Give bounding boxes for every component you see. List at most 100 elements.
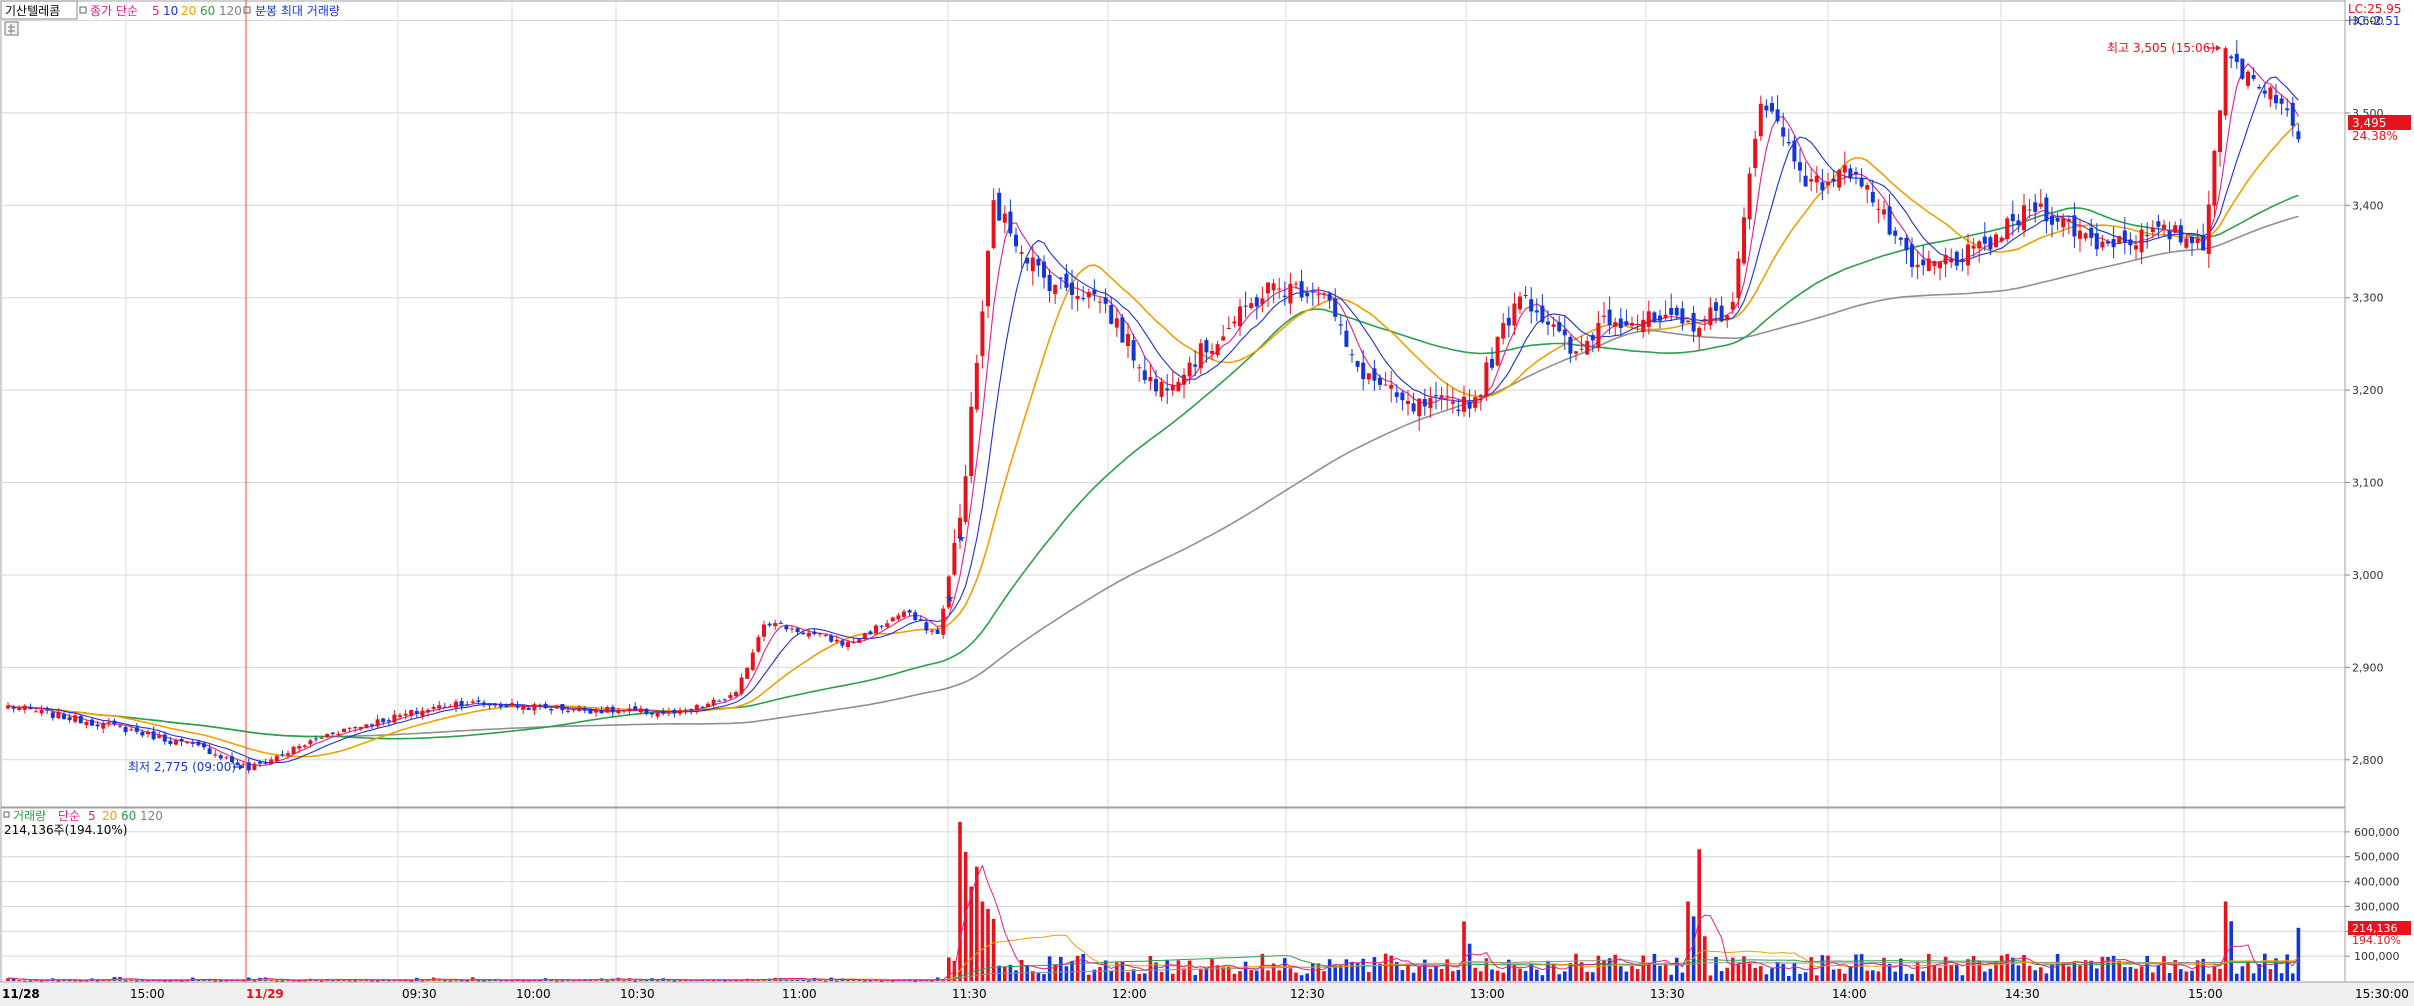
candle-body — [1372, 368, 1377, 381]
candle-body — [258, 762, 262, 764]
volume-bar — [1988, 968, 1993, 981]
volume-bar — [2100, 956, 2105, 981]
candle-body — [1501, 323, 1506, 339]
candle-body — [650, 712, 654, 715]
candle-body — [834, 639, 839, 642]
volume-bar — [1535, 969, 1539, 981]
candle-body — [230, 756, 234, 762]
candle-body — [280, 754, 285, 756]
volume-bar — [1316, 963, 1321, 981]
signal-star-icon: ★ — [945, 592, 955, 605]
volume-bar — [1865, 970, 1869, 981]
volume-bar — [2134, 968, 2138, 981]
volume-bar — [1462, 921, 1466, 981]
title-box[interactable] — [0, 0, 78, 20]
volume-bar — [476, 980, 481, 982]
volume-bar — [1820, 955, 1825, 981]
volume-bar — [196, 979, 201, 981]
volume-bar — [2291, 973, 2295, 981]
candle-body — [1086, 292, 1091, 298]
candle-body — [314, 738, 318, 740]
candle-body — [2290, 102, 2295, 126]
high-price-label: 최고 3,505 (15:06) — [2107, 41, 2215, 55]
candle-body — [958, 517, 962, 538]
candle-body — [2050, 215, 2054, 225]
volume-bar — [1977, 960, 1981, 981]
candle-body — [1971, 245, 1976, 249]
candle-body — [1546, 321, 1550, 325]
candle-body — [470, 701, 475, 703]
volume-bar — [2240, 966, 2245, 981]
candle-body — [263, 762, 268, 764]
volume-bar — [2083, 960, 2088, 981]
volume-bar — [566, 980, 570, 982]
volume-bar — [375, 980, 380, 982]
candle-body — [560, 704, 565, 711]
price-tick-label: 3,100 — [2352, 477, 2384, 490]
candle-body — [504, 706, 509, 708]
candle-body — [1030, 257, 1035, 272]
candle-body — [1714, 302, 1718, 311]
candle-body — [666, 711, 671, 713]
candle-body — [694, 704, 699, 711]
volume-bar — [1854, 954, 1858, 981]
volume-bar — [790, 979, 794, 981]
candle-body — [1579, 348, 1584, 350]
candle-body — [1512, 303, 1517, 326]
time-axis-label: 09:30 — [402, 987, 437, 1001]
candle-body — [1982, 236, 1987, 244]
volume-bar — [420, 980, 425, 982]
volume-bar — [2027, 965, 2032, 981]
volume-bar — [67, 980, 72, 982]
volume-bar — [2274, 958, 2278, 981]
candle-body — [1618, 318, 1623, 329]
candle-body — [218, 755, 223, 759]
candle-body — [616, 710, 621, 713]
candle-body — [112, 720, 117, 725]
candle-body — [1075, 296, 1080, 299]
volume-bar — [1120, 961, 1125, 981]
time-axis-label: 10:00 — [516, 987, 551, 1001]
volume-bar — [275, 980, 279, 982]
candle-body — [2016, 220, 2021, 226]
candle-body — [2268, 87, 2273, 100]
candle-body — [2201, 235, 2206, 251]
candle-body — [1803, 175, 1808, 187]
candle-body — [969, 406, 974, 477]
candle-body — [2145, 234, 2150, 236]
candle-body — [1002, 213, 1007, 223]
volume-bar — [1355, 962, 1360, 981]
volume-bar — [1663, 962, 1668, 981]
volume-bar — [1327, 959, 1332, 981]
candle-body — [722, 699, 727, 701]
volume-bar — [319, 980, 324, 982]
volume-bar — [1658, 965, 1662, 981]
candle-body — [2010, 214, 2015, 222]
volume-bar — [1691, 916, 1696, 981]
volume-bar — [644, 980, 649, 982]
volume-bar — [1210, 959, 1214, 981]
candle-body — [454, 701, 458, 708]
volume-bar — [1456, 969, 1461, 981]
candle-body — [235, 762, 240, 766]
volume-legend-toggle-icon[interactable] — [3, 811, 10, 818]
candle-body — [1523, 294, 1528, 296]
volume-bar — [1994, 961, 1998, 981]
candle-body — [2150, 228, 2155, 233]
volume-bar — [347, 980, 352, 982]
volume-bar — [1092, 969, 1097, 981]
volume-bar — [2123, 967, 2127, 981]
legend-toggle-icon-2[interactable] — [243, 6, 251, 14]
candle-body — [2038, 203, 2043, 207]
time-axis-label: 11/29 — [246, 987, 284, 1001]
candle-body — [375, 719, 380, 727]
volume-bar — [2139, 966, 2144, 981]
volume-bar — [986, 908, 990, 981]
candle-body — [543, 703, 548, 709]
candle-body — [829, 635, 834, 642]
candle-body — [1630, 323, 1634, 326]
candle-body — [1299, 281, 1304, 298]
legend-toggle-icon[interactable] — [79, 6, 87, 14]
